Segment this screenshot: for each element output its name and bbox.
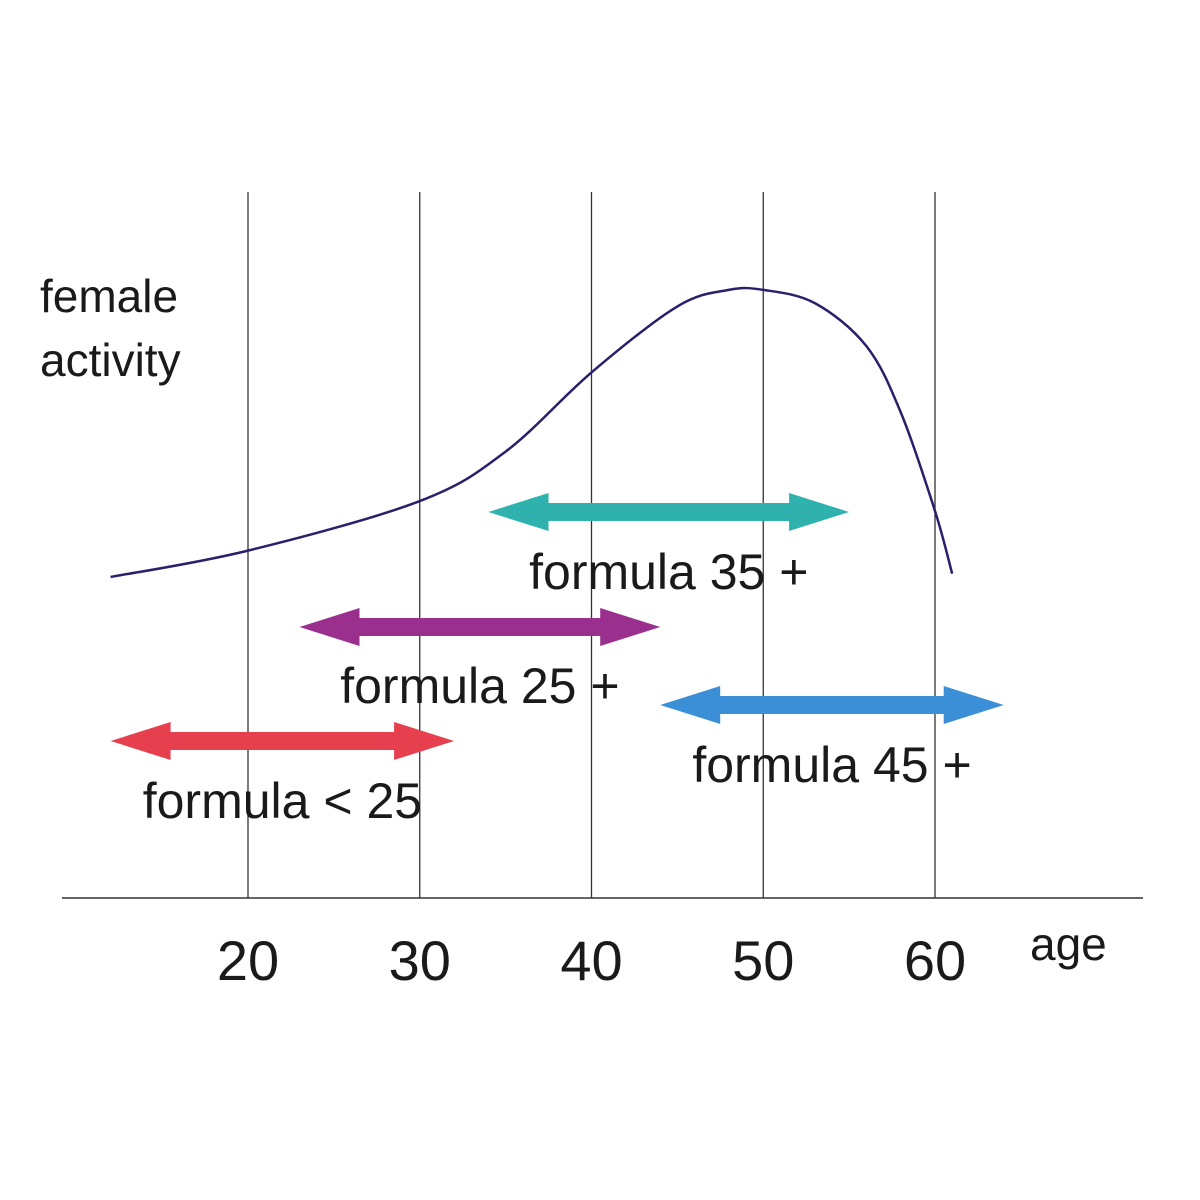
range-arrow-formula-25 bbox=[110, 722, 455, 760]
formula-ranges: formula < 25 formula 25 + formula 35 + form… bbox=[110, 493, 1004, 829]
range-label-formula-25: formula 25 + bbox=[340, 658, 619, 714]
range-label-formula-45: formula 45 + bbox=[692, 737, 971, 793]
grid-lines bbox=[247, 192, 936, 898]
range-label-formula-25: formula < 25 bbox=[143, 773, 422, 829]
x-tick-label-40: 40 bbox=[560, 929, 622, 992]
activity-curve bbox=[110, 286, 954, 579]
y-axis-label-line-2: activity bbox=[40, 334, 181, 386]
x-tick-label-20: 20 bbox=[217, 929, 279, 992]
x-tick-label-30: 30 bbox=[389, 929, 451, 992]
x-tick-labels: 20 30 40 50 60 bbox=[217, 929, 966, 992]
range-arrow-formula-35 bbox=[488, 493, 850, 531]
range-arrow-formula-25 bbox=[299, 608, 661, 646]
y-axis-label-line-1: female bbox=[40, 270, 178, 322]
range-label-formula-35: formula 35 + bbox=[529, 544, 808, 600]
range-arrow-formula-45 bbox=[660, 686, 1004, 724]
x-axis-label: age bbox=[1030, 918, 1107, 970]
x-tick-label-50: 50 bbox=[732, 929, 794, 992]
x-tick-label-60: 60 bbox=[904, 929, 966, 992]
